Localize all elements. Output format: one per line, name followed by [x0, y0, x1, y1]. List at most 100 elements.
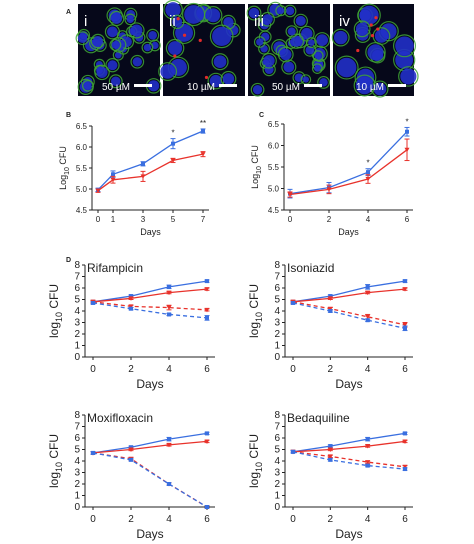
cell-nucleus — [92, 36, 103, 47]
x-axis-label: Days — [136, 377, 163, 391]
y-axis-label: log10 CFU — [47, 434, 64, 488]
data-point — [365, 460, 371, 465]
series-line — [92, 432, 208, 454]
cell-nucleus — [400, 68, 417, 85]
cell-membrane — [253, 36, 266, 48]
data-point — [365, 284, 370, 289]
x-tick-label: 1 — [111, 215, 116, 224]
data-point — [328, 309, 333, 313]
bacteria-dot — [176, 17, 180, 21]
cell-membrane — [124, 13, 137, 26]
cell-membrane — [250, 82, 265, 97]
cell-nucleus — [277, 7, 285, 15]
y-axis-label: log10 CFU — [247, 284, 264, 338]
data-point — [287, 192, 293, 198]
data-point — [91, 300, 95, 305]
cell-nucleus — [336, 57, 357, 78]
cell-membrane — [75, 31, 90, 46]
series-line — [292, 288, 406, 303]
panel-letter-b: B — [66, 112, 71, 119]
micrograph-label: i — [84, 13, 87, 30]
data-point — [170, 158, 176, 163]
x-tick-label: 0 — [290, 364, 296, 375]
series-blue-solid — [95, 128, 206, 193]
series-blue-dashed — [290, 300, 408, 332]
cell-nucleus — [256, 38, 264, 46]
data-point — [291, 300, 295, 305]
series-blue-dashed — [290, 449, 408, 472]
data-point — [200, 152, 206, 157]
y-tick-label: 0 — [74, 502, 80, 513]
y-tick-label: 5 — [74, 295, 80, 306]
series-line — [292, 451, 406, 470]
cell-membrane — [398, 66, 419, 87]
series-line — [292, 302, 406, 329]
y-tick-label: 2 — [274, 479, 280, 490]
data-point — [402, 464, 408, 470]
y-tick-label: 6.0 — [76, 143, 88, 152]
y-tick-label: 5.0 — [268, 185, 280, 194]
x-tick-label: 0 — [90, 514, 96, 525]
cell-membrane — [277, 46, 294, 63]
y-tick-label: 3 — [274, 468, 280, 479]
y-tick-label: 5 — [274, 295, 280, 306]
series-line — [92, 302, 208, 319]
micrograph-label: ii — [169, 13, 176, 30]
cell-nucleus — [96, 66, 108, 78]
cell-membrane — [331, 28, 350, 47]
cell-membrane — [353, 20, 371, 38]
x-axis-label: Days — [335, 527, 362, 541]
data-point — [365, 177, 371, 182]
y-tick-label: 2 — [74, 329, 80, 340]
cell-membrane — [81, 79, 94, 92]
data-point — [111, 172, 115, 177]
cell-membrane — [108, 74, 123, 89]
y-tick-label: 5.0 — [76, 185, 88, 194]
data-point — [402, 287, 408, 292]
cell-nucleus — [248, 7, 260, 19]
data-point — [403, 326, 407, 331]
cell-membrane — [130, 54, 145, 69]
cell-membrane — [293, 13, 308, 29]
data-point — [204, 307, 210, 313]
chart-title: Bedaquiline — [287, 411, 350, 425]
cell-membrane — [353, 74, 376, 97]
y-tick-label: 7 — [74, 422, 80, 433]
y-tick-label: 8 — [74, 410, 80, 421]
data-point — [141, 161, 145, 166]
x-axis-label: Days — [335, 377, 362, 391]
y-tick-label: 6.0 — [268, 142, 280, 151]
y-axis-label-subscript: 10 — [256, 166, 263, 174]
data-point — [204, 287, 210, 292]
data-point — [166, 305, 172, 311]
cell-nucleus — [314, 65, 321, 72]
cell-nucleus — [374, 29, 389, 43]
series-line — [292, 301, 406, 326]
cell-nucleus — [111, 76, 121, 87]
bacteria-dot — [198, 38, 202, 43]
cell-nucleus — [184, 5, 204, 24]
scale-bar — [304, 84, 322, 87]
cell-membrane — [317, 75, 331, 89]
cell-membrane — [275, 5, 287, 17]
series-line — [92, 452, 208, 508]
series-red-solid — [90, 287, 210, 305]
cell-nucleus — [295, 15, 306, 26]
cell-nucleus — [126, 15, 134, 24]
data-point — [95, 188, 101, 194]
data-point — [129, 306, 133, 311]
micrograph-tile-4: iv 10 µM — [331, 3, 419, 98]
y-tick-label: 4.5 — [76, 206, 88, 215]
data-point — [403, 431, 407, 436]
series-line — [92, 280, 208, 303]
y-tick-label: 5 — [74, 445, 80, 456]
y-tick-label: 8 — [74, 260, 80, 271]
x-tick-label: 4 — [166, 364, 172, 375]
data-point — [366, 170, 370, 175]
micrograph-tile-2: ii 10 µM — [158, 0, 245, 96]
data-point — [129, 445, 133, 450]
x-tick-label: 0 — [96, 215, 101, 224]
y-axis-label: log10 CFU — [47, 284, 64, 338]
